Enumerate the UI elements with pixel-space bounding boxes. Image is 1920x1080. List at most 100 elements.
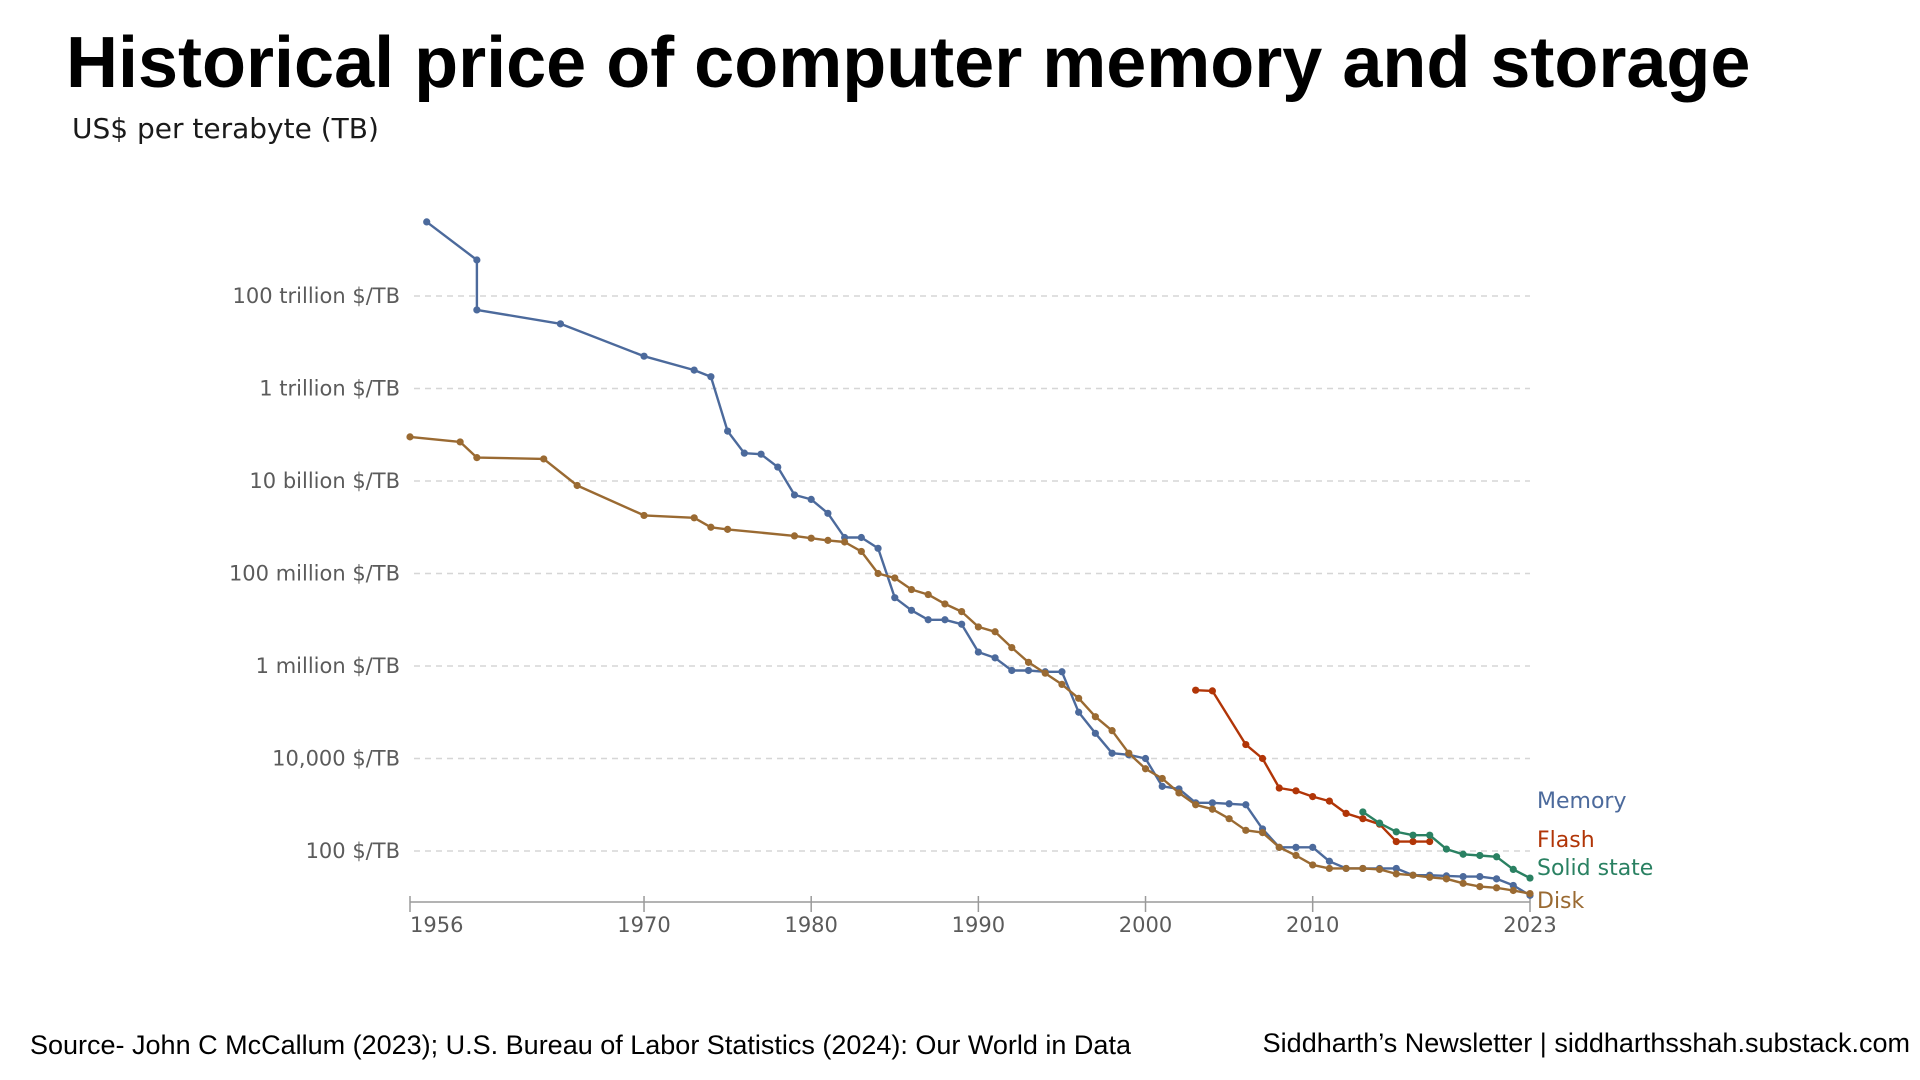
- data-point-solid-state: [1426, 831, 1434, 839]
- data-point-disk: [456, 438, 464, 446]
- data-point-memory: [556, 320, 565, 328]
- data-point-disk: [907, 585, 916, 594]
- data-point-disk: [1192, 801, 1200, 809]
- data-point-memory: [1459, 872, 1467, 881]
- data-point-disk: [1008, 643, 1016, 652]
- data-point-disk: [874, 569, 882, 578]
- data-point-flash: [1342, 809, 1350, 818]
- data-point-flash: [1359, 815, 1367, 823]
- x-tick-label: 2000: [1119, 913, 1172, 937]
- data-point-disk: [1125, 749, 1133, 757]
- data-point-solid-state: [1459, 850, 1467, 858]
- data-point-disk: [841, 538, 849, 546]
- data-point-memory: [1225, 800, 1233, 808]
- data-point-memory: [1058, 668, 1066, 676]
- data-point-disk: [974, 623, 982, 631]
- data-point-flash: [1275, 784, 1283, 792]
- data-point-disk: [1175, 789, 1183, 797]
- data-point-disk: [1208, 805, 1216, 813]
- grid-lines: [414, 295, 1530, 852]
- data-point-memory: [958, 620, 966, 628]
- page-title: Historical price of computer memory and …: [66, 23, 1751, 103]
- data-point-memory: [1108, 749, 1116, 757]
- data-point-disk: [924, 590, 932, 599]
- data-point-solid-state: [1409, 831, 1417, 839]
- data-point-disk: [991, 628, 999, 636]
- series-solid-state: [1359, 808, 1534, 882]
- data-point-memory: [824, 509, 832, 517]
- y-tick-label: 1 million $/TB: [256, 654, 400, 678]
- data-point-solid-state: [1492, 853, 1501, 861]
- data-point-disk: [690, 514, 698, 522]
- data-point-disk: [1158, 774, 1166, 783]
- x-tick-label: 2010: [1286, 913, 1339, 937]
- data-point-memory: [1509, 881, 1517, 890]
- data-point-disk: [958, 608, 966, 616]
- data-point-disk: [1492, 884, 1501, 892]
- data-point-memory: [740, 449, 748, 457]
- data-point-flash: [1325, 797, 1334, 805]
- data-point-memory: [1309, 843, 1317, 851]
- data-point-memory: [790, 491, 799, 499]
- data-point-flash: [1258, 754, 1267, 763]
- data-point-disk: [724, 525, 732, 533]
- data-point-flash: [1392, 837, 1400, 846]
- data-point-memory: [640, 352, 648, 360]
- series-label-disk: Disk: [1537, 889, 1585, 914]
- series-label-flash: Flash: [1537, 828, 1595, 853]
- y-tick-label: 100 trillion $/TB: [233, 284, 400, 308]
- y-axis: 100 $/TB 10,000 $/TB 1 million $/TB 100 mil…: [229, 284, 400, 863]
- data-point-disk: [1459, 879, 1467, 887]
- data-point-disk: [1108, 727, 1116, 735]
- data-point-flash: [1208, 687, 1216, 695]
- data-point-memory: [423, 218, 431, 226]
- data-point-flash: [1192, 686, 1200, 694]
- data-point-memory: [707, 373, 715, 381]
- data-point-disk: [891, 574, 899, 582]
- data-point-memory: [941, 616, 949, 624]
- data-point-disk: [1325, 864, 1334, 873]
- data-point-disk: [540, 455, 548, 463]
- series-line-memory: [425, 220, 1531, 897]
- data-point-memory: [473, 306, 481, 314]
- credit-note: Siddharth’s Newsletter | siddharthsshah.…: [1262, 1028, 1910, 1058]
- x-tick-label: 1970: [617, 913, 670, 937]
- data-point-memory: [924, 616, 932, 624]
- data-point-solid-state: [1476, 851, 1484, 860]
- data-point-memory: [991, 654, 999, 662]
- data-point-memory: [690, 366, 698, 374]
- data-point-memory: [1075, 708, 1083, 716]
- series-label-memory: Memory: [1537, 789, 1626, 814]
- data-point-solid-state: [1392, 828, 1400, 836]
- data-point-disk: [1141, 765, 1150, 773]
- data-point-disk: [1258, 828, 1267, 837]
- data-point-memory: [473, 256, 481, 264]
- data-point-solid-state: [1359, 808, 1367, 816]
- data-point-memory: [1492, 875, 1501, 883]
- data-point-disk: [1342, 864, 1350, 873]
- y-tick-label: 10 billion $/TB: [249, 469, 400, 493]
- data-point-memory: [874, 544, 882, 552]
- series-label-solid-state: Solid state: [1537, 856, 1653, 881]
- series-labels: Memory Flash Solid state Disk: [1537, 789, 1653, 914]
- chart-subtitle: US$ per terabyte (TB): [72, 112, 379, 145]
- data-point-disk: [1024, 658, 1033, 666]
- data-point-disk: [824, 536, 832, 544]
- x-tick-label: 2023: [1503, 913, 1556, 937]
- data-point-disk: [1309, 861, 1317, 869]
- data-point-memory: [1208, 799, 1216, 807]
- x-tick-label: 1980: [784, 913, 837, 937]
- data-point-disk: [857, 547, 865, 556]
- data-point-flash: [1242, 740, 1250, 749]
- data-point-disk: [1058, 680, 1066, 689]
- data-point-memory: [1008, 666, 1016, 675]
- data-point-disk: [790, 532, 799, 540]
- data-point-disk: [640, 511, 648, 520]
- x-axis: 1956 1970 1980 1990 2000 2010 2023: [409, 896, 1557, 937]
- data-point-disk: [1409, 871, 1417, 879]
- data-point-disk: [1442, 875, 1451, 883]
- data-point-disk: [1509, 886, 1517, 895]
- data-point-solid-state: [1442, 845, 1451, 853]
- data-point-memory: [807, 495, 815, 504]
